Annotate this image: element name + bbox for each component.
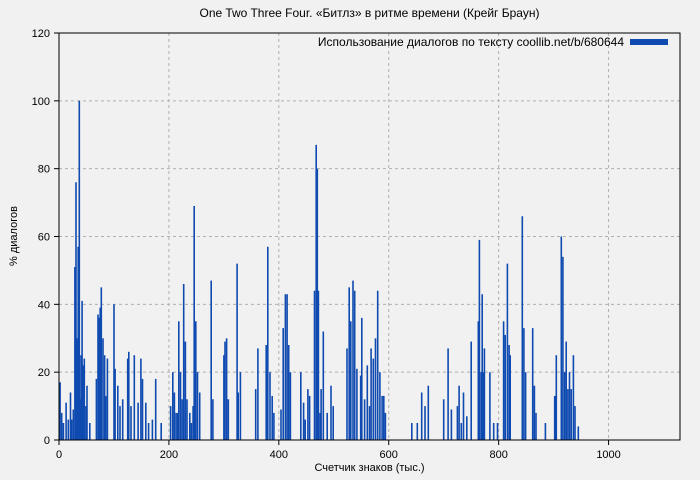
x-axis-label: Счетчик знаков (тыс.) — [314, 462, 425, 474]
y-tick-label: 0 — [44, 435, 50, 447]
series-impulses — [59, 100, 580, 440]
chart-title: One Two Three Four. «Битлз» в ритме врем… — [199, 6, 540, 20]
legend-swatch-icon — [630, 39, 668, 45]
y-tick-label: 120 — [32, 28, 50, 40]
x-tick-label: 0 — [56, 449, 62, 461]
y-tick-label: 60 — [38, 232, 50, 244]
legend: Использование диалогов по тексту coollib… — [318, 35, 668, 49]
x-tick-label: 800 — [489, 449, 507, 461]
y-tick-label: 80 — [38, 164, 50, 176]
y-tick-label: 100 — [32, 96, 50, 108]
x-tick-label: 200 — [160, 449, 178, 461]
y-tick-label: 40 — [38, 299, 50, 311]
x-tick-label: 400 — [270, 449, 288, 461]
x-tick-label: 1000 — [596, 449, 620, 461]
y-axis-label: % диалогов — [8, 206, 20, 266]
plot-border — [58, 32, 681, 441]
y-tick-label: 20 — [38, 367, 50, 379]
x-tick-label: 600 — [380, 449, 398, 461]
legend-label: Использование диалогов по тексту coollib… — [317, 35, 624, 49]
